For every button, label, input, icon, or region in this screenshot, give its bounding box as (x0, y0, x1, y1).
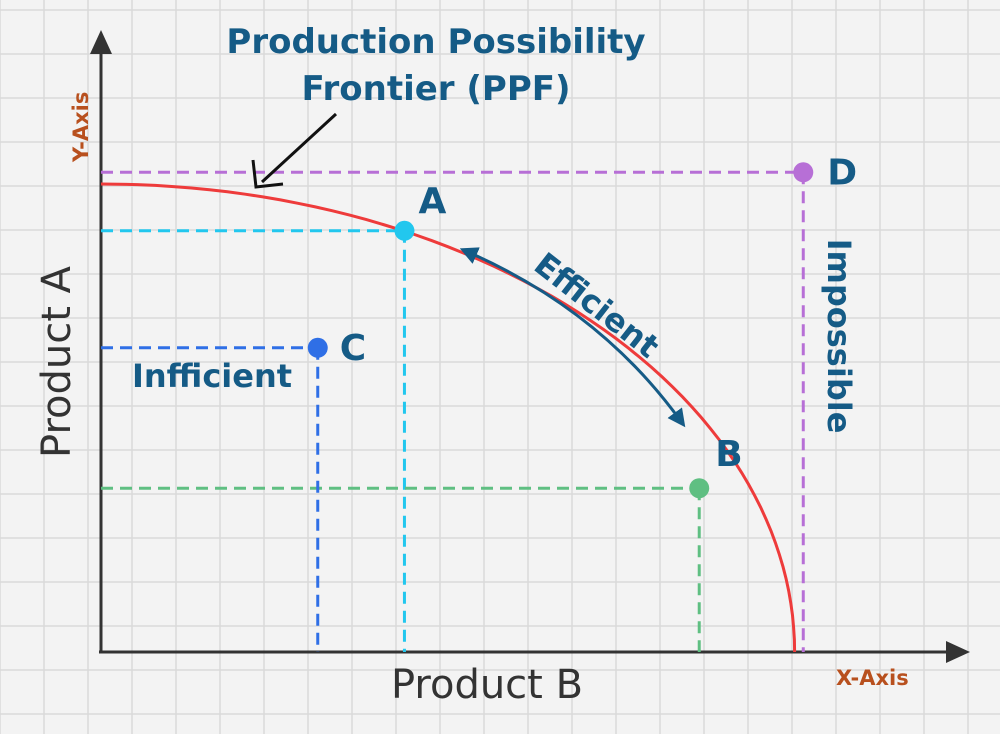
point-b (689, 478, 710, 499)
efficient-label: Efficient (527, 245, 666, 366)
impossible-label: Impossible (820, 239, 858, 434)
y-axis-name: Product A (34, 265, 80, 458)
point-label-c: C (340, 328, 366, 369)
y-axis-arrowhead (90, 30, 112, 54)
title-line-1: Production Possibility (226, 22, 645, 62)
guide-lines (101, 170, 805, 652)
x-axis-name: Product B (391, 662, 583, 708)
y-axis-tag: Y-Axis (69, 92, 93, 163)
point-label-d: D (827, 152, 857, 193)
points-layer: A B C D (307, 152, 857, 499)
point-d (793, 162, 814, 183)
title-line-2: Frontier (PPF) (301, 69, 570, 109)
ppf-pointer-arrow (251, 112, 338, 189)
efficient-arrow (459, 247, 686, 428)
point-c (307, 337, 328, 358)
inefficient-label: Infficient (132, 357, 292, 395)
point-label-b: B (715, 434, 742, 475)
x-axis-tag: X-Axis (836, 666, 909, 690)
point-a (394, 220, 415, 241)
x-axis-arrowhead (946, 641, 970, 663)
point-label-a: A (418, 181, 446, 222)
